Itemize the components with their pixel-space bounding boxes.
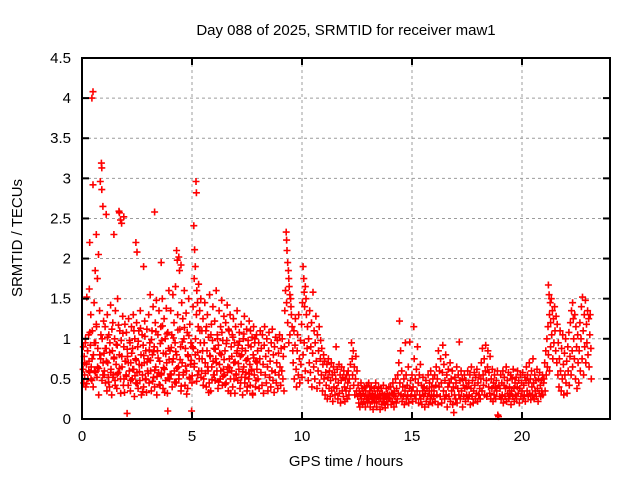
chart-title: Day 088 of 2025, SRMTID for receiver maw…	[196, 22, 495, 39]
data-points	[79, 88, 595, 421]
plot-border	[81, 57, 611, 420]
x-axis-label: GPS time / hours	[289, 453, 403, 470]
y-tick-label: 1.5	[50, 291, 71, 308]
x-tick-label: 10	[294, 428, 311, 445]
axis-ticks	[81, 57, 610, 420]
y-tick-label: 3	[63, 170, 71, 187]
x-tick-label: 15	[404, 428, 421, 445]
y-tick-label: 3.5	[50, 130, 71, 147]
y-tick-label: 4	[63, 90, 71, 107]
y-tick-label: 4.5	[50, 50, 71, 67]
y-tick-label: 0.5	[50, 371, 71, 388]
y-tick-labels: 0 0.5 1 1.5 2 2.5 3 3.5 4 4.5	[50, 50, 71, 428]
x-tick-labels: 0 5 10 15 20	[78, 428, 531, 445]
y-tick-label: 0	[63, 411, 71, 428]
y-tick-label: 2.5	[50, 210, 71, 227]
x-tick-label: 0	[78, 428, 86, 445]
y-tick-label: 1	[63, 331, 71, 348]
x-tick-label: 5	[188, 428, 196, 445]
scatter-points-path	[79, 88, 595, 421]
y-tick-label: 2	[63, 251, 71, 268]
x-tick-label: 20	[514, 428, 531, 445]
y-axis-label: SRMTID / TECUs	[9, 179, 26, 297]
gridlines	[82, 58, 610, 419]
